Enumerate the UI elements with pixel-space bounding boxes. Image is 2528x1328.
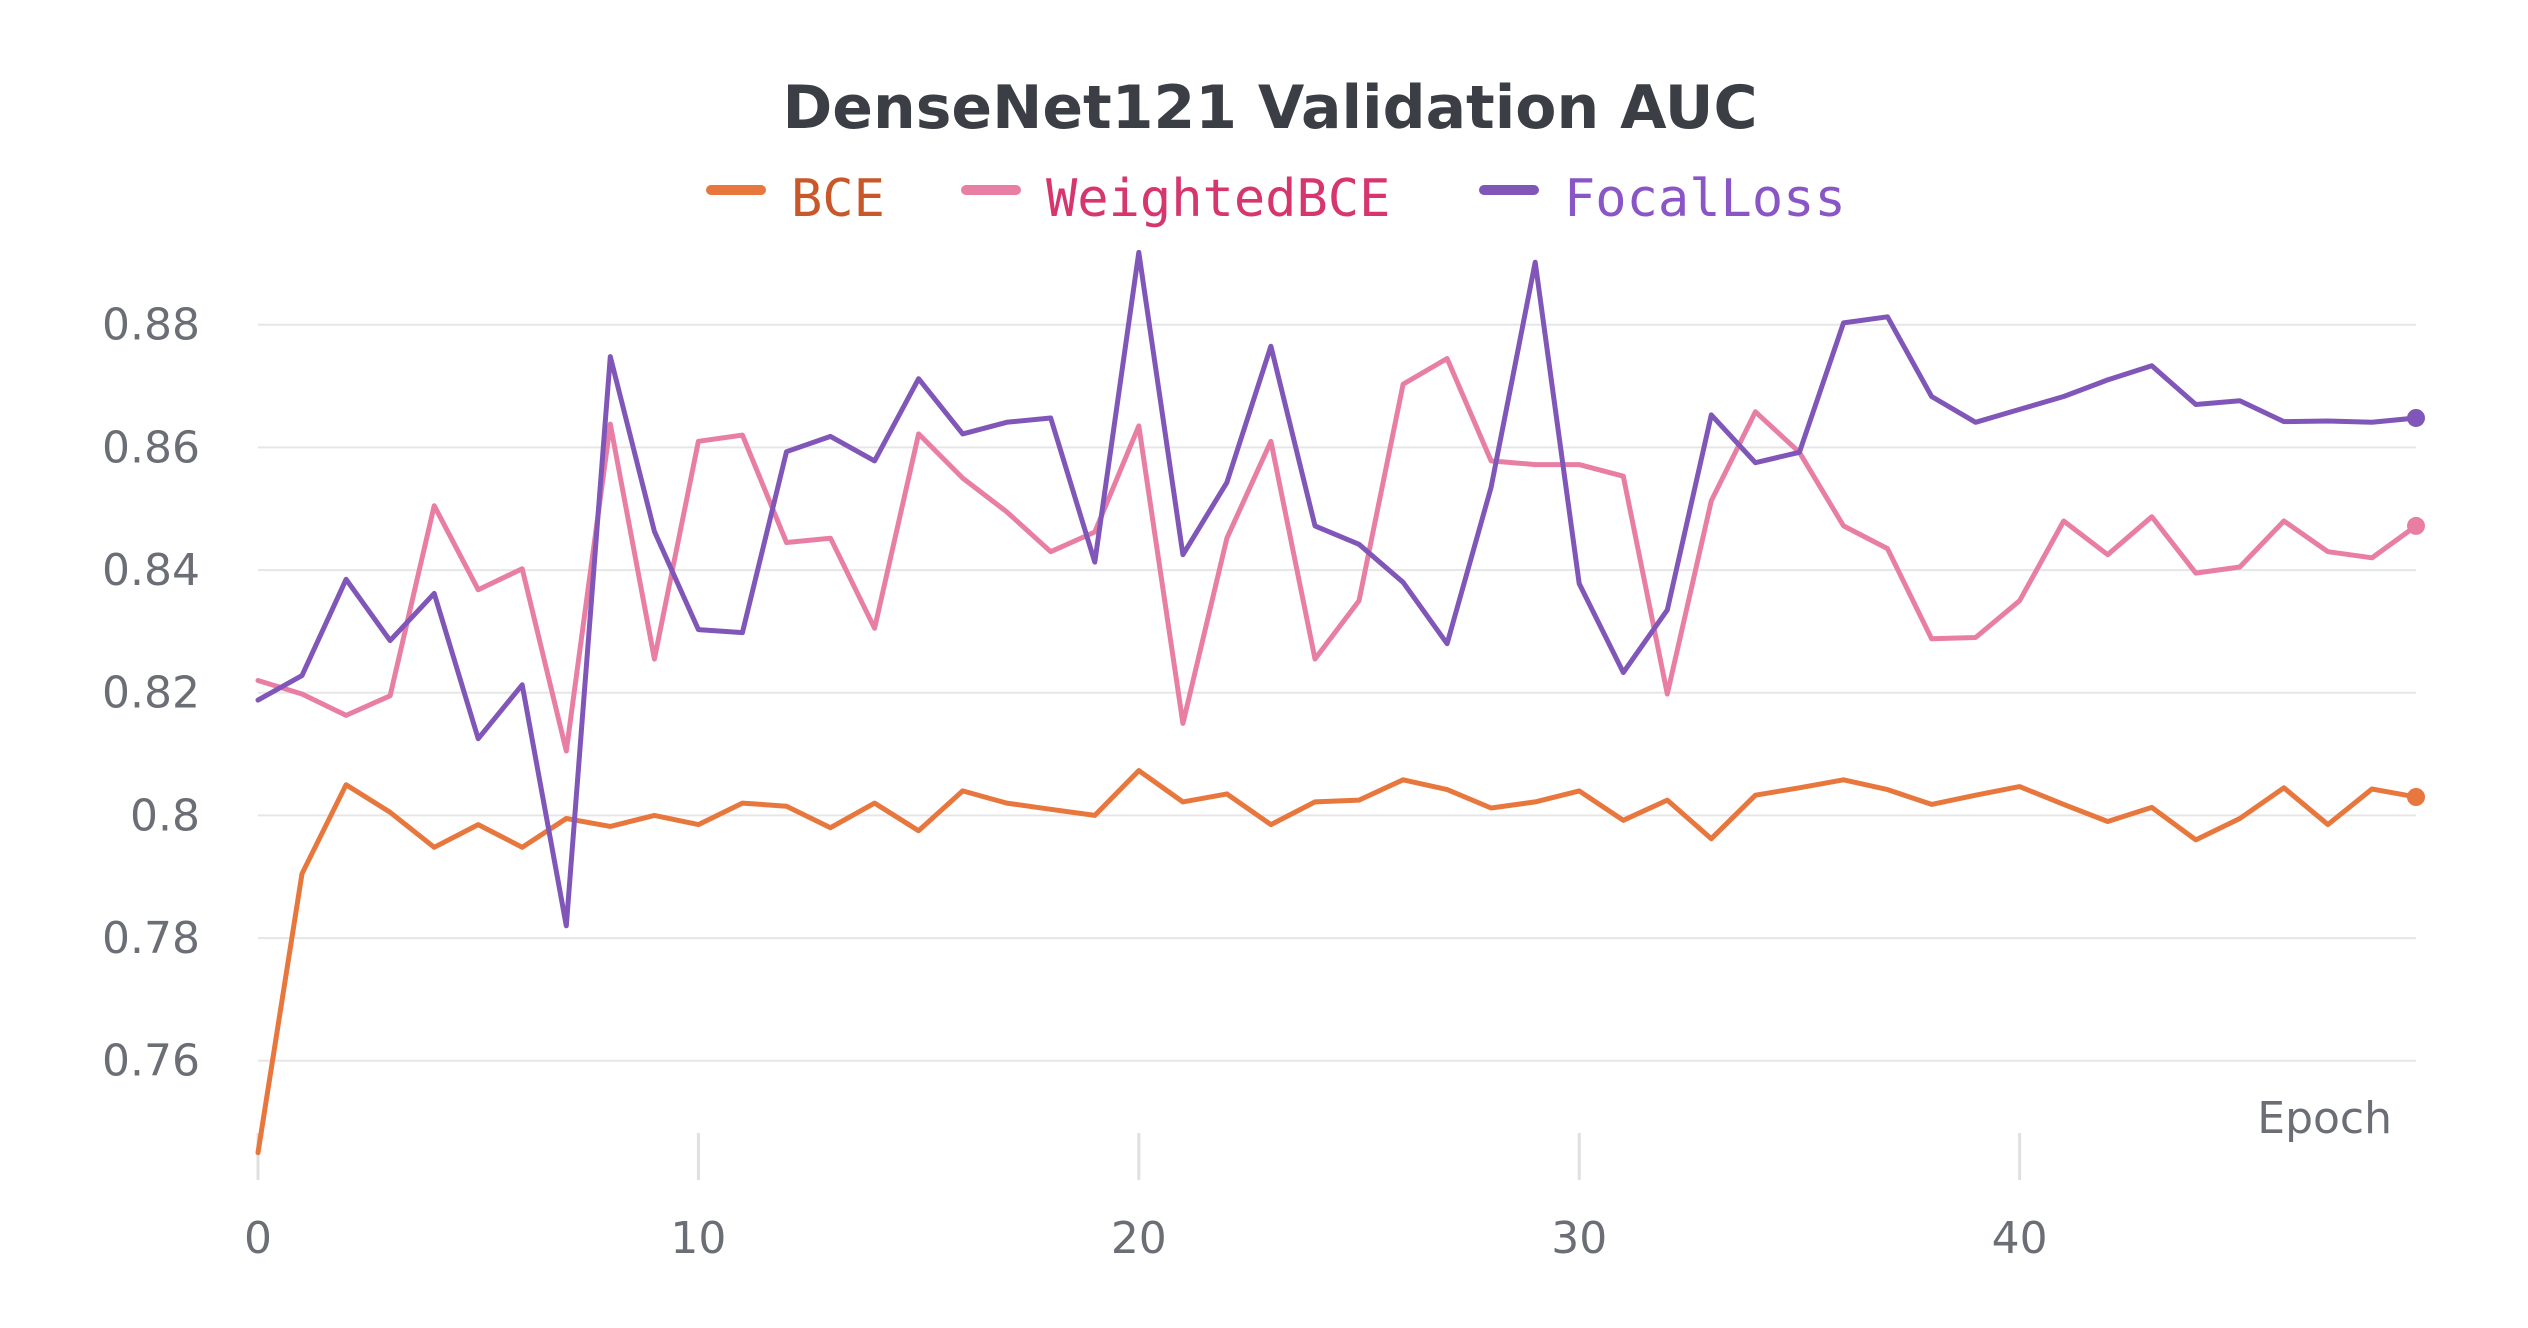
y-tick-label: 0.78 bbox=[102, 913, 200, 964]
x-tick-label: 20 bbox=[1111, 1213, 1167, 1264]
series-end-point-bce bbox=[2407, 788, 2425, 806]
y-tick-label: 0.84 bbox=[102, 545, 200, 596]
legend-label-focalloss: FocalLoss bbox=[1564, 169, 1846, 229]
grid bbox=[258, 323, 2416, 1062]
y-tick-label: 0.86 bbox=[102, 422, 200, 473]
x-tick-label: 0 bbox=[244, 1213, 272, 1264]
x-tick-label: 30 bbox=[1551, 1213, 1607, 1264]
y-tick-label: 0.8 bbox=[130, 790, 200, 841]
legend-label-weightedbce: WeightedBCE bbox=[1046, 169, 1390, 229]
series-line-weightedbce bbox=[255, 356, 2419, 754]
x-axis: 0 10 20 30 40 bbox=[244, 1133, 2048, 1264]
y-axis: 0.76 0.78 0.8 0.82 0.84 0.86 0.88 bbox=[102, 300, 200, 1087]
series-line-bce bbox=[255, 768, 2419, 1156]
legend: BCE WeightedBCE FocalLoss bbox=[706, 169, 1846, 229]
chart-title: DenseNet121 Validation AUC bbox=[783, 73, 1758, 143]
series-end-point-weightedbce bbox=[2407, 516, 2425, 535]
legend-label-bce: BCE bbox=[791, 169, 885, 229]
y-tick-label: 0.76 bbox=[102, 1036, 200, 1087]
series-group bbox=[255, 249, 2425, 1156]
y-tick-label: 0.88 bbox=[102, 300, 200, 351]
y-tick-label: 0.82 bbox=[102, 668, 200, 719]
x-tick-label: 10 bbox=[670, 1213, 726, 1264]
x-axis-label: Epoch bbox=[2257, 1093, 2392, 1144]
series-line-focalloss bbox=[255, 249, 2419, 929]
series-end-point-focalloss bbox=[2407, 408, 2425, 427]
x-tick-label: 40 bbox=[1992, 1213, 2048, 1264]
